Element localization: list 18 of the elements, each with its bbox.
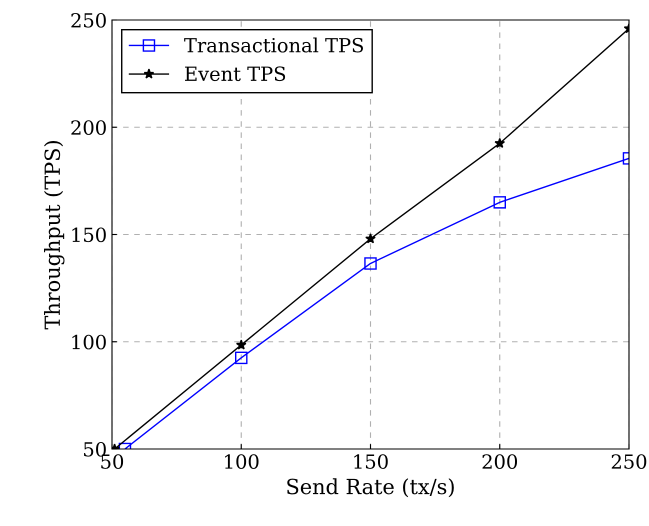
point [494,138,506,148]
x-tick-label: 200 [482,454,518,469]
point [236,339,247,350]
legend-label: Event TPS [185,66,286,82]
point [494,196,506,209]
point [365,233,376,244]
point [235,352,248,364]
y-tick-label: 100 [72,334,106,350]
x-axis-title: Send Rate (tx/s) [287,478,454,498]
legend-label: Transactional TPS [184,38,363,53]
y-tick-label: 150 [72,227,106,242]
x-tick-label: 250 [612,454,646,469]
x-tick-label: 100 [225,454,259,469]
point [364,257,377,270]
x-tick-label: 150 [354,454,388,469]
y-tick-label: 200 [71,120,106,135]
y-tick-label: 250 [71,12,106,28]
y-axis-title: Throughput (TPS) [44,141,64,330]
